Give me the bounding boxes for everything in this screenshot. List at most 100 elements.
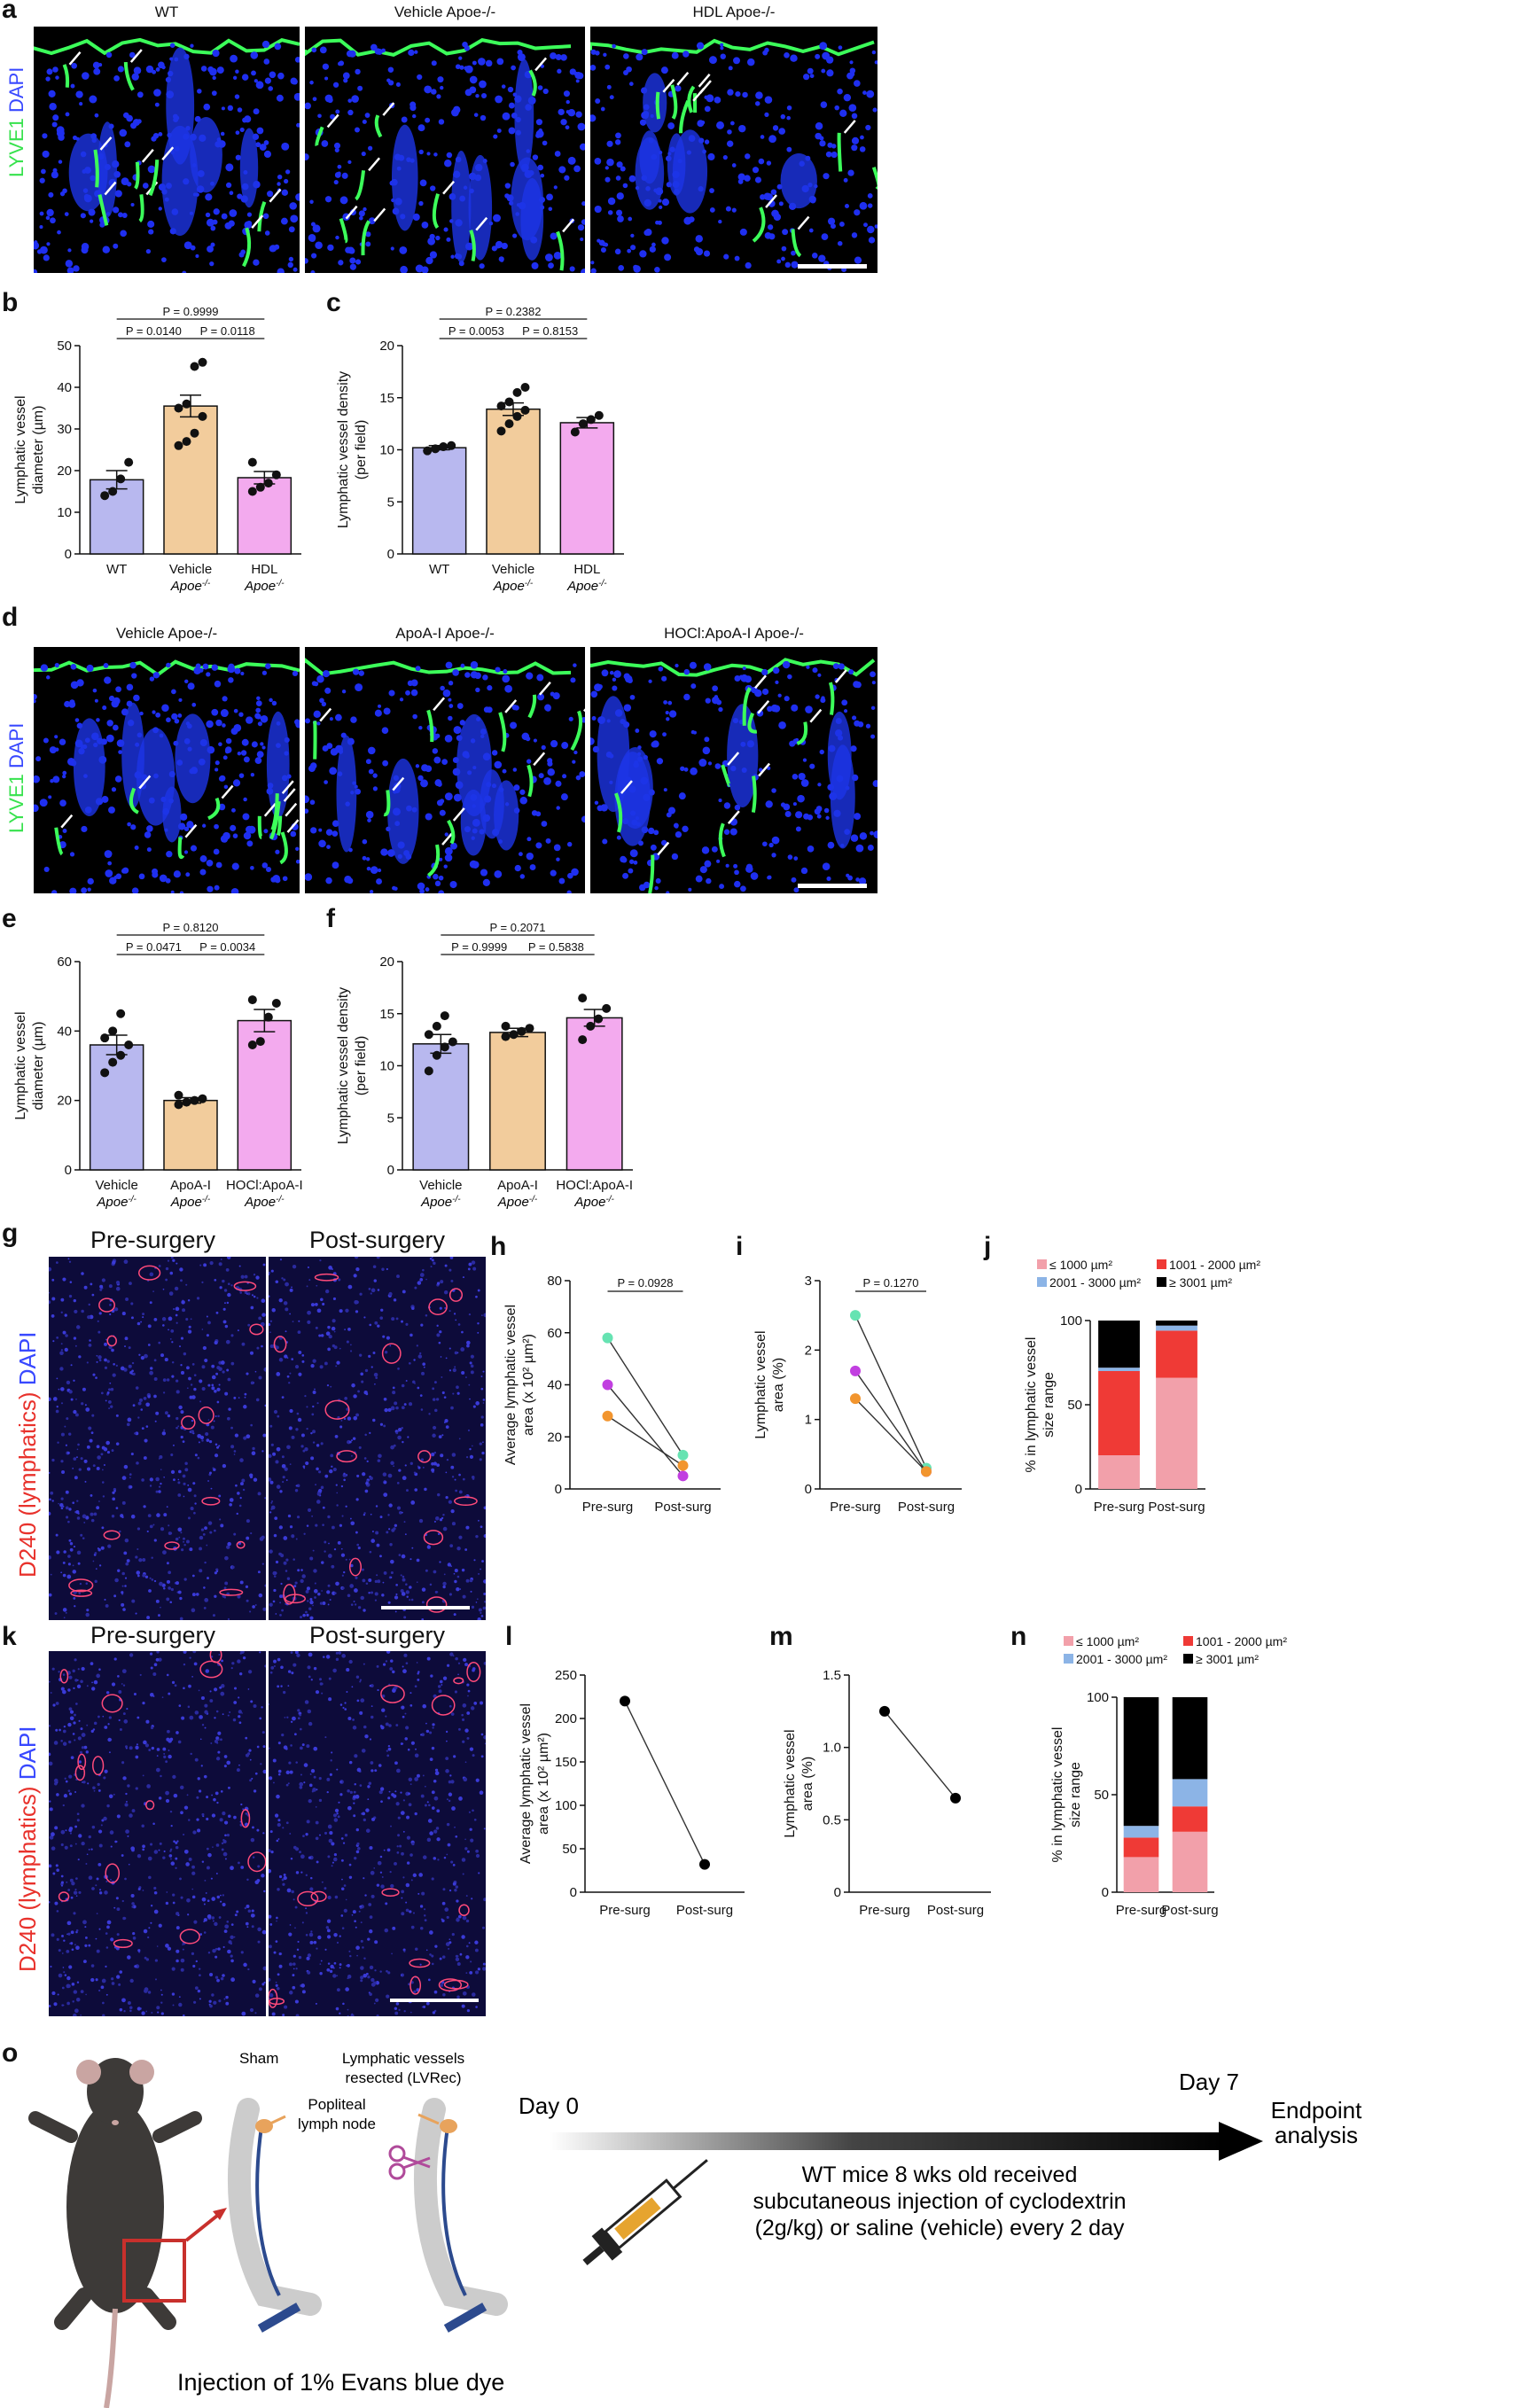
y-tick-label: 0 xyxy=(805,1482,812,1497)
timeline-arrowhead xyxy=(1219,2122,1263,2161)
data-point xyxy=(677,1449,689,1461)
y-tick-label: 50 xyxy=(1067,1398,1082,1413)
data-point xyxy=(439,441,448,451)
x-tick-label: WT xyxy=(429,562,449,577)
y-axis-label: area (%) xyxy=(771,1358,786,1412)
scale-bar xyxy=(381,1606,470,1609)
stack-segment xyxy=(1098,1368,1140,1371)
panel-label-d: d xyxy=(2,603,19,632)
panel-label-n: n xyxy=(1010,1622,1027,1651)
stain-label-d: LYVE1 DAPI xyxy=(5,722,27,833)
panel-label-j: j xyxy=(984,1232,992,1261)
data-point xyxy=(504,397,514,407)
y-tick-label: 40 xyxy=(57,1024,72,1039)
legend-swatch xyxy=(1037,1277,1047,1287)
y-tick-label: 1.5 xyxy=(823,1668,841,1683)
data-point xyxy=(677,1470,689,1482)
title-hdl: HDL Apoe-/- xyxy=(692,4,776,20)
x-tick-label: Post-surg xyxy=(1148,1500,1205,1515)
chart-f: 0 5 10 15 20 Lymphatic vessel density (per fie… xyxy=(336,921,633,1211)
data-point xyxy=(512,411,522,421)
data-point xyxy=(124,1040,134,1049)
legend-swatch xyxy=(1157,1277,1166,1287)
data-point xyxy=(255,482,265,492)
data-point xyxy=(525,1024,534,1033)
legend-label: 2001 - 3000 µm² xyxy=(1076,1652,1167,1666)
y-axis-label: (per field) xyxy=(354,420,369,480)
title-g-post: Post-surgery xyxy=(308,1227,446,1253)
stain-label-k: D240 (lymphatics) DAPI xyxy=(14,1726,41,1972)
chart-m: 0 0.5 1.0 1.5 Lymphatic vessel area (%) Pre-su… xyxy=(783,1668,991,1918)
p-value-label: P = 0.9999 xyxy=(162,305,218,318)
micrograph-k-post xyxy=(269,1651,486,2016)
bar xyxy=(237,1019,292,1171)
stack-segment xyxy=(1156,1321,1197,1326)
bar xyxy=(411,447,467,555)
y-axis-label: Lymphatic vessel xyxy=(13,395,28,503)
p-value-label: P = 0.0034 xyxy=(199,940,255,954)
series-line xyxy=(854,1314,927,1469)
chart-c: 0 5 10 15 20 Lymphatic vessel density (per fie… xyxy=(336,305,624,594)
y-tick-label: 1 xyxy=(805,1413,812,1428)
y-tick-label: 100 xyxy=(1087,1690,1109,1705)
y-tick-label: 10 xyxy=(57,505,72,520)
legend-label: 1001 - 2000 µm² xyxy=(1169,1258,1260,1272)
x-tick-label: Pre-surg xyxy=(1116,1903,1167,1918)
label-endpoint-1: Endpoint xyxy=(1271,2097,1362,2124)
chart-n: 0 50 100 % in lymphatic vessel size range Pre… xyxy=(1050,1634,1287,1918)
legend-swatch xyxy=(1064,1636,1073,1646)
data-point xyxy=(586,415,596,425)
legend-swatch xyxy=(1183,1636,1193,1646)
label-treatment-1: WT mice 8 wks old received xyxy=(802,2163,1078,2187)
x-tick-label: Vehicle xyxy=(169,562,212,577)
syringe-icon xyxy=(582,2159,708,2266)
y-axis-label: Lymphatic vessel density xyxy=(336,987,351,1144)
data-point xyxy=(247,487,257,496)
bar xyxy=(489,1032,546,1171)
x-tick-label-sub: Apoe-/- xyxy=(420,1195,461,1211)
data-point xyxy=(108,487,118,496)
stain-label-a: LYVE1 DAPI xyxy=(5,66,27,177)
data-point xyxy=(116,1009,126,1018)
data-point xyxy=(850,1393,861,1405)
y-tick-label: 50 xyxy=(562,1842,577,1857)
y-tick-label: 15 xyxy=(379,1007,394,1022)
p-value-label: P = 0.2382 xyxy=(485,305,541,318)
data-point xyxy=(190,362,199,371)
stack-segment xyxy=(1172,1806,1208,1832)
data-point xyxy=(190,428,199,438)
chart-e: 0 20 40 60 Lymphatic vessel diameter (µm) Vehi… xyxy=(13,921,303,1210)
y-tick-label: 20 xyxy=(379,955,394,970)
y-axis-label: area (x 10² µm²) xyxy=(536,1733,551,1835)
data-point xyxy=(448,1037,457,1047)
p-value-label: P = 0.8120 xyxy=(162,921,218,934)
series-line xyxy=(624,1701,706,1865)
data-point xyxy=(594,410,604,420)
leg-lvrec xyxy=(388,2098,508,2333)
x-tick-label: Vehicle xyxy=(95,1178,137,1193)
data-point xyxy=(440,1042,449,1052)
data-point xyxy=(620,1695,630,1707)
title-k-pre: Pre-surgery xyxy=(90,1622,216,1648)
title-d-apoa: ApoA-I Apoe-/- xyxy=(395,625,495,642)
y-tick-label: 20 xyxy=(379,339,394,354)
label-lvrec-2: resected (LVRec) xyxy=(345,2069,461,2086)
data-point xyxy=(100,1068,110,1078)
data-point xyxy=(509,1030,519,1040)
data-point xyxy=(578,419,588,429)
scale-bar xyxy=(798,884,867,888)
data-point xyxy=(602,1003,612,1013)
x-tick-label-sub: Apoe-/- xyxy=(573,1195,614,1211)
micrograph-texture xyxy=(269,1651,486,2016)
micrograph-texture xyxy=(305,38,585,273)
p-value-label: P = 0.2071 xyxy=(489,921,545,934)
data-point xyxy=(198,411,207,421)
panel-label-c: c xyxy=(326,288,341,317)
x-tick-label-sub: Apoe-/- xyxy=(244,579,285,595)
y-tick-label: 150 xyxy=(555,1755,577,1770)
label-lvrec-1: Lymphatic vessels xyxy=(342,2050,464,2067)
micrograph-texture xyxy=(305,658,585,893)
data-point xyxy=(504,419,514,429)
scale-bar xyxy=(798,264,867,269)
stack-segment xyxy=(1098,1371,1140,1455)
